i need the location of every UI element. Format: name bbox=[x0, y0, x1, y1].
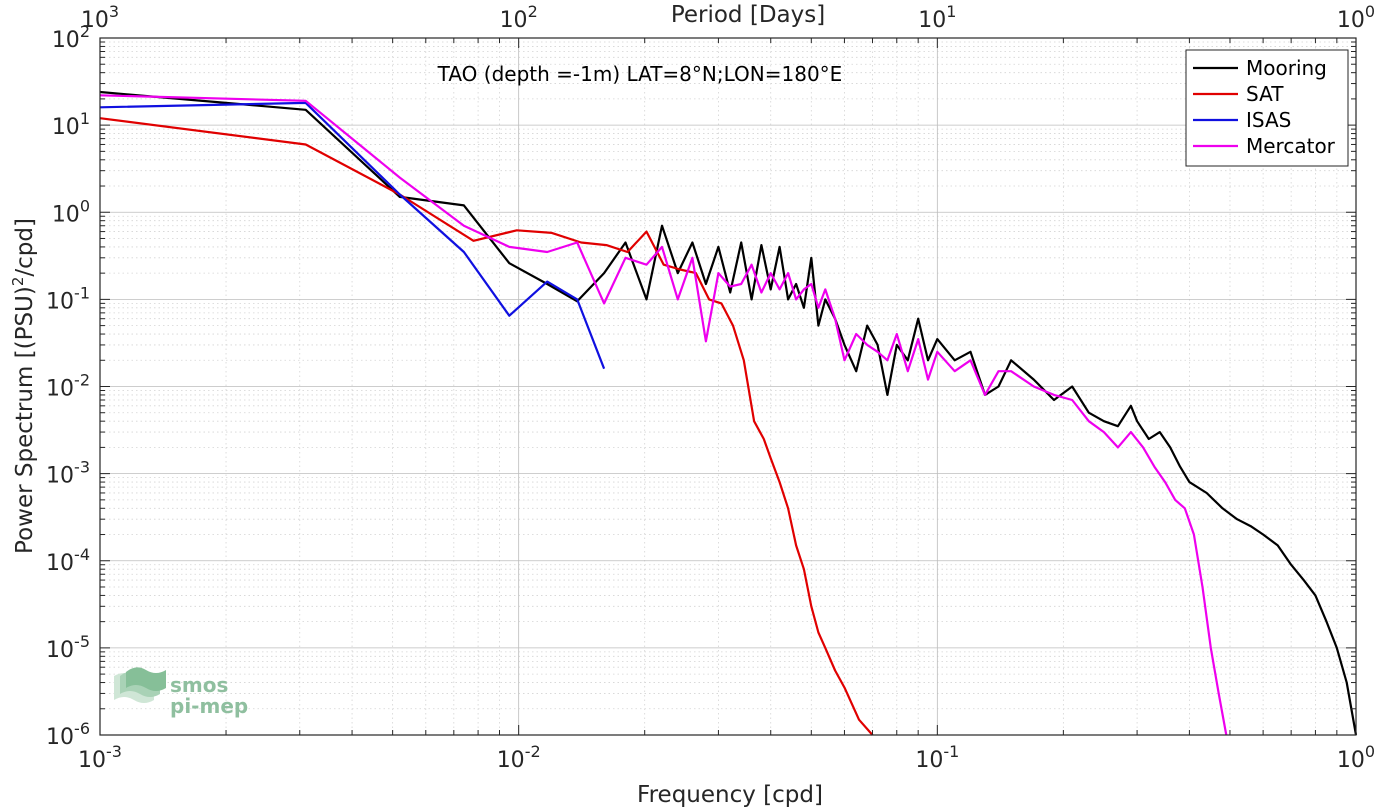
y-tick-label: 10-5 bbox=[46, 632, 90, 663]
top-tick-label-base: 10 bbox=[500, 8, 528, 33]
y-tick-label-exp: -2 bbox=[74, 371, 90, 390]
y-tick-label: 101 bbox=[52, 109, 90, 140]
y-tick-label-base: 10 bbox=[52, 202, 80, 227]
top-tick-label-base: 10 bbox=[1337, 8, 1365, 33]
top-tick-label-exp: 3 bbox=[109, 2, 119, 21]
series-line-isas bbox=[99, 101, 606, 370]
y-axis-title-tail: /cpd] bbox=[12, 218, 38, 277]
y-tick-label: 102 bbox=[52, 22, 90, 53]
y-tick-label: 10-6 bbox=[46, 719, 90, 750]
y-tick-label-base: 10 bbox=[46, 638, 74, 663]
y-tick-label: 10-1 bbox=[46, 283, 90, 314]
y-tick-label-exp: -3 bbox=[74, 458, 90, 477]
top-axis-title: Period [Days] bbox=[671, 2, 825, 28]
x-tick-label-exp: -2 bbox=[525, 742, 541, 761]
y-axis-title: Power Spectrum [(PSU)2/cpd] bbox=[9, 218, 38, 554]
legend-label-mercator: Mercator bbox=[1246, 134, 1336, 158]
x-tick-label: 100 bbox=[1337, 742, 1375, 773]
top-tick-label-base: 10 bbox=[918, 8, 946, 33]
legend-label-mooring: Mooring bbox=[1246, 56, 1327, 80]
y-tick-label: 10-4 bbox=[46, 545, 90, 576]
top-tick-label: 101 bbox=[918, 2, 956, 33]
series-line-sat bbox=[99, 117, 874, 736]
y-tick-label-base: 10 bbox=[46, 289, 74, 314]
x-tick-label: 10-1 bbox=[915, 742, 959, 773]
y-tick-label-base: 10 bbox=[52, 115, 80, 140]
x-tick-label-base: 10 bbox=[915, 748, 943, 773]
minor-grid bbox=[100, 38, 1356, 735]
series-layer bbox=[99, 90, 1358, 736]
logo-text-smos: smos bbox=[170, 673, 228, 697]
logo-text-pimep: pi-mep bbox=[170, 694, 248, 718]
top-tick-label-exp: 0 bbox=[1365, 2, 1375, 21]
top-tick-label-base: 10 bbox=[81, 8, 109, 33]
x-tick-label: 10-3 bbox=[78, 742, 122, 773]
y-tick-label-exp: 1 bbox=[80, 109, 90, 128]
top-tick-label-exp: 1 bbox=[946, 2, 956, 21]
y-tick-label-base: 10 bbox=[46, 377, 74, 402]
y-axis-title-exp: 2 bbox=[9, 277, 27, 287]
smos-logo: smos pi-mep bbox=[114, 667, 248, 718]
y-tick-label-base: 10 bbox=[46, 551, 74, 576]
x-tick-label: 10-2 bbox=[497, 742, 541, 773]
chart-title: TAO (depth =-1m) LAT=8°N;LON=180°E bbox=[437, 62, 843, 86]
y-tick-label-base: 10 bbox=[46, 464, 74, 489]
y-axis-title-main: Power Spectrum [(PSU) bbox=[12, 286, 38, 554]
y-tick-label-exp: -4 bbox=[74, 545, 90, 564]
y-tick-label-base: 10 bbox=[46, 725, 74, 750]
y-tick-label-exp: 0 bbox=[80, 196, 90, 215]
tick-marks bbox=[99, 38, 1356, 736]
x-axis-title: Frequency [cpd] bbox=[637, 782, 823, 808]
series-line-mooring bbox=[99, 90, 1358, 736]
y-tick-label-exp: -6 bbox=[74, 719, 90, 738]
y-tick-label-exp: -1 bbox=[74, 283, 90, 302]
top-tick-label: 102 bbox=[500, 2, 538, 33]
y-tick-label-exp: 2 bbox=[80, 22, 90, 41]
top-tick-label: 100 bbox=[1337, 2, 1375, 33]
y-tick-label: 10-2 bbox=[46, 371, 90, 402]
legend-label-sat: SAT bbox=[1246, 82, 1284, 106]
series-line-mercator bbox=[99, 94, 1228, 736]
x-tick-label-exp: -1 bbox=[943, 742, 959, 761]
x-tick-label-base: 10 bbox=[78, 748, 106, 773]
legend-label-isas: ISAS bbox=[1246, 108, 1291, 132]
y-tick-label-base: 10 bbox=[52, 28, 80, 53]
y-tick-label: 100 bbox=[52, 196, 90, 227]
x-tick-label-exp: 0 bbox=[1365, 742, 1375, 761]
y-tick-label: 10-3 bbox=[46, 458, 90, 489]
logo-wave-3 bbox=[126, 667, 166, 691]
x-tick-label-exp: -3 bbox=[106, 742, 122, 761]
x-tick-label-base: 10 bbox=[1337, 748, 1365, 773]
y-tick-label-exp: -5 bbox=[74, 632, 90, 651]
top-tick-label: 103 bbox=[81, 2, 119, 33]
top-tick-label-exp: 2 bbox=[528, 2, 538, 21]
x-tick-label-base: 10 bbox=[497, 748, 525, 773]
